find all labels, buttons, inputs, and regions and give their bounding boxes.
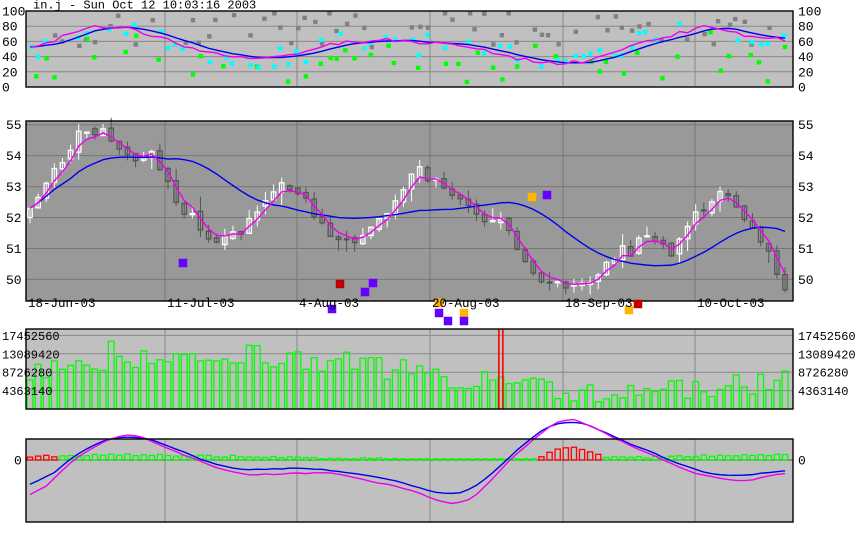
svg-text:13089420: 13089420 — [798, 348, 856, 362]
svg-text:80: 80 — [2, 20, 18, 35]
svg-text:55: 55 — [798, 118, 814, 133]
svg-text:8726280: 8726280 — [798, 367, 848, 381]
svg-text:53: 53 — [6, 180, 22, 195]
svg-text:50: 50 — [6, 273, 22, 288]
svg-text:4-Aug-03: 4-Aug-03 — [299, 297, 359, 311]
svg-text:13089420: 13089420 — [2, 348, 60, 362]
svg-text:in.j - Sun Oct 12 10:03:16 200: in.j - Sun Oct 12 10:03:16 2003 — [33, 0, 256, 13]
svg-text:0: 0 — [798, 81, 806, 96]
svg-text:53: 53 — [798, 180, 814, 195]
svg-text:40: 40 — [2, 50, 18, 65]
svg-text:18-Jun-03: 18-Jun-03 — [28, 297, 96, 311]
svg-text:60: 60 — [2, 35, 18, 50]
svg-text:52: 52 — [6, 211, 22, 226]
svg-text:0: 0 — [798, 454, 806, 469]
svg-text:11-Jul-03: 11-Jul-03 — [167, 297, 235, 311]
svg-text:20: 20 — [798, 65, 814, 80]
svg-text:8726280: 8726280 — [2, 367, 52, 381]
svg-text:54: 54 — [798, 149, 814, 164]
svg-text:20: 20 — [2, 65, 18, 80]
svg-text:100: 100 — [2, 5, 25, 20]
svg-text:80: 80 — [798, 20, 814, 35]
svg-text:60: 60 — [798, 35, 814, 50]
svg-text:100: 100 — [798, 5, 821, 20]
svg-text:18-Sep-03: 18-Sep-03 — [565, 297, 633, 311]
svg-text:52: 52 — [798, 211, 814, 226]
svg-text:20-Aug-03: 20-Aug-03 — [432, 297, 500, 311]
svg-text:4363140: 4363140 — [2, 385, 52, 399]
svg-text:51: 51 — [798, 242, 814, 257]
svg-text:17452560: 17452560 — [798, 330, 856, 344]
svg-text:51: 51 — [6, 242, 22, 257]
svg-text:0: 0 — [2, 81, 10, 96]
svg-text:50: 50 — [798, 273, 814, 288]
svg-text:17452560: 17452560 — [2, 330, 60, 344]
svg-text:0: 0 — [14, 454, 22, 469]
svg-text:40: 40 — [798, 50, 814, 65]
svg-text:4363140: 4363140 — [798, 385, 848, 399]
svg-text:54: 54 — [6, 149, 22, 164]
svg-text:55: 55 — [6, 118, 22, 133]
svg-text:10-Oct-03: 10-Oct-03 — [697, 297, 765, 311]
